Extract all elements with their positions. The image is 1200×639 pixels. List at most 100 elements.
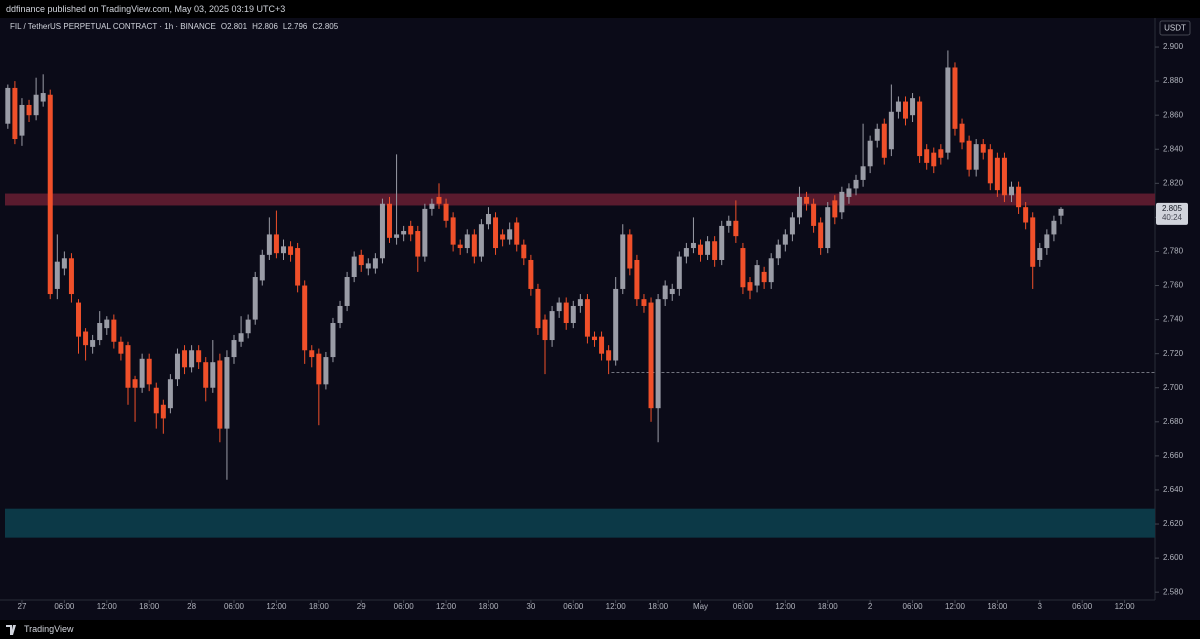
candle-body — [818, 222, 824, 249]
price-tag-label: 2.805 — [1162, 204, 1183, 213]
candle-body — [203, 362, 209, 388]
candle-body — [40, 93, 46, 102]
candle-body — [295, 248, 301, 286]
candle-body — [902, 101, 908, 119]
candle-body — [662, 285, 668, 300]
brand[interactable]: TradingView — [24, 624, 74, 634]
candle-body — [987, 149, 993, 184]
price-tag — [1156, 202, 1188, 225]
candle-body — [796, 196, 802, 218]
chart: USDT 2.580 2.600 2.620 2.640 2.660 2.680 2.700… — [0, 18, 1191, 612]
candle-body — [613, 288, 619, 361]
candle-body — [620, 234, 626, 289]
candle-body — [167, 379, 173, 409]
candle-body — [1001, 157, 1007, 196]
candle-body — [19, 104, 25, 136]
candle-body — [54, 261, 60, 289]
candle-body — [521, 244, 527, 259]
y-tick-label: 2.660 — [1163, 451, 1184, 460]
y-tick-label: 2.720 — [1163, 349, 1184, 358]
brand-logo — [6, 625, 18, 635]
candle-body — [719, 225, 725, 260]
candle-body — [712, 241, 718, 260]
candle-body — [288, 246, 294, 255]
candle-body — [832, 200, 838, 218]
ohlc-value: 2.805 — [318, 22, 339, 31]
candle-body — [782, 234, 788, 245]
x-tick-label: 06:00 — [903, 602, 924, 611]
publish-text: ddfinance published on TradingView.com, … — [6, 4, 286, 14]
candle-body — [1044, 234, 1050, 249]
candle-body — [895, 101, 901, 112]
candle-body — [26, 104, 32, 116]
candle-body — [726, 220, 732, 226]
candle-body — [97, 323, 103, 341]
currency-box — [1159, 20, 1191, 36]
x-tick-label: 18:00 — [648, 602, 669, 611]
candle-body — [210, 362, 216, 388]
candle-body — [1023, 207, 1029, 223]
candle-body — [514, 222, 520, 245]
candle-body — [881, 123, 887, 158]
x-tick-label: 18:00 — [818, 602, 839, 611]
candle-body — [387, 203, 393, 238]
x-tick-label: 06:00 — [224, 602, 245, 611]
candle-body — [379, 203, 385, 259]
x-tick-label: 06:00 — [1072, 602, 1093, 611]
candle-body — [351, 256, 357, 278]
x-tick-label: 29 — [357, 602, 366, 611]
candle-body — [959, 123, 965, 143]
candle-body — [500, 234, 506, 240]
candle-body — [733, 220, 739, 237]
y-tick-label: 2.880 — [1163, 76, 1184, 85]
candle-body — [676, 256, 682, 289]
candle-body — [83, 331, 89, 346]
candle-body — [591, 336, 597, 341]
candle-body — [634, 259, 640, 300]
candle-body — [599, 336, 605, 354]
candle-body — [245, 319, 251, 334]
candle-body — [33, 94, 39, 116]
candle-body — [471, 234, 477, 257]
candle-body — [224, 357, 230, 429]
footer-bar: TradingView — [0, 620, 1200, 639]
candle-body — [450, 217, 456, 245]
candle-body — [804, 196, 810, 204]
candle-body — [464, 234, 470, 249]
candle-body — [76, 302, 82, 337]
candle-body — [146, 358, 152, 385]
candle-body — [231, 340, 237, 358]
countdown: 40:24 — [1162, 213, 1183, 222]
candle-body — [429, 203, 435, 209]
x-tick-label: 18:00 — [139, 602, 160, 611]
candle-body — [867, 140, 873, 167]
candle-body — [118, 341, 124, 354]
candle-body — [655, 299, 661, 409]
y-tick-label: 2.820 — [1163, 178, 1184, 187]
candle-body — [556, 302, 562, 312]
x-tick-label: 06:00 — [54, 602, 75, 611]
candle-body — [330, 323, 336, 358]
y-tick-label: 2.900 — [1163, 42, 1184, 51]
candle-body — [811, 203, 817, 226]
candle-body — [535, 288, 541, 329]
candle-body — [945, 67, 951, 153]
candle-body — [931, 152, 937, 167]
candle-body — [408, 225, 414, 235]
candle-body — [323, 357, 329, 385]
y-tick-label: 2.600 — [1163, 553, 1184, 562]
candle-body — [584, 299, 590, 337]
candle-body — [690, 242, 696, 249]
x-tick-label: 12:00 — [775, 602, 796, 611]
candle-body — [252, 277, 258, 320]
candle-body — [853, 179, 859, 189]
candle-body — [698, 244, 704, 255]
candle-body — [528, 259, 534, 289]
x-tick-label: 12:00 — [266, 602, 287, 611]
candle-body — [1051, 220, 1057, 235]
candle-body — [104, 319, 110, 329]
candle-body — [47, 94, 53, 295]
x-tick-label: 12:00 — [945, 602, 966, 611]
zone — [5, 508, 1155, 538]
